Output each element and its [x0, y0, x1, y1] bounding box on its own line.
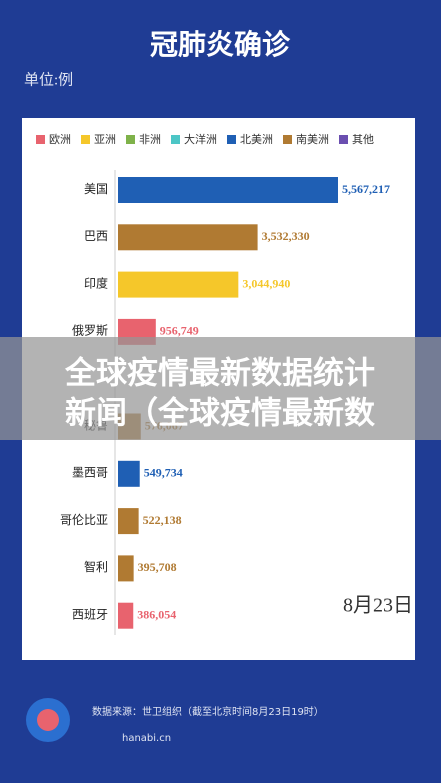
value-label: 386,054 [137, 607, 176, 621]
overlay: 全球疫情最新数据统计 新闻（全球疫情最新数 [0, 337, 441, 440]
legend-swatch [339, 135, 348, 144]
legend-swatch [126, 135, 135, 144]
y-tick-label: 印度 [84, 275, 108, 290]
unit-label: 单位:例 [24, 71, 73, 88]
value-label: 549,734 [144, 466, 183, 480]
y-tick-label: 墨西哥 [72, 466, 108, 480]
legend-label: 南美洲 [296, 133, 329, 146]
overlay-text: 新闻（全球疫情最新数 [65, 396, 375, 432]
legend-label: 非洲 [139, 133, 161, 146]
y-tick-label: 西班牙 [72, 607, 108, 621]
legend-label: 北美洲 [240, 133, 273, 146]
legend-label: 亚洲 [94, 133, 116, 146]
legend-label: 欧洲 [49, 133, 71, 146]
overlay-band [0, 337, 441, 440]
legend-label: 大洋洲 [184, 132, 217, 146]
bar [118, 602, 134, 629]
y-tick-label: 美国 [84, 182, 108, 196]
y-tick-label: 智利 [84, 559, 108, 574]
value-label: 5,567,217 [342, 182, 390, 196]
value-label: 522,138 [143, 513, 182, 527]
source: 数据来源：世卫组织（截至北京时间8月23日19时） [92, 705, 324, 718]
bar [118, 224, 258, 251]
y-tick-label: 巴西 [84, 229, 108, 243]
value-label: 956,749 [160, 324, 199, 338]
bar [118, 555, 134, 582]
bar [118, 508, 139, 535]
legend-swatch [171, 135, 180, 144]
y-tick-label: 哥伦比亚 [60, 512, 108, 527]
overlay-text: 全球疫情最新数据统计 [64, 356, 375, 392]
date-label: 8月23日 [343, 595, 413, 617]
chart-title: 冠肺炎确诊 [150, 28, 291, 61]
legend-swatch [283, 135, 292, 144]
value-label: 3,044,940 [242, 276, 290, 290]
site: hanabi.cn [122, 733, 171, 744]
bar [118, 460, 140, 487]
value-label: 395,708 [138, 560, 177, 574]
legend-swatch [81, 135, 90, 144]
bar [118, 177, 338, 203]
legend-swatch [36, 135, 45, 144]
value-label: 3,532,330 [262, 229, 310, 243]
logo-center [37, 709, 59, 731]
legend-label: 其他 [352, 133, 374, 146]
legend-swatch [227, 135, 236, 144]
bar [118, 271, 239, 298]
y-tick-label: 俄罗斯 [72, 324, 108, 338]
